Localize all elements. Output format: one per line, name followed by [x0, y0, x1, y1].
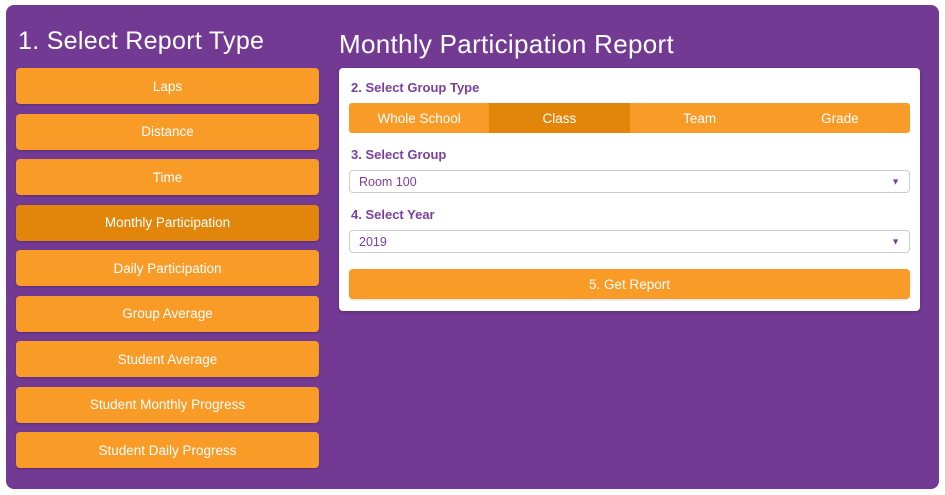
report-type-button-daily-participation[interactable]: Daily Participation: [16, 250, 319, 286]
group-select[interactable]: Room 100 ▼: [349, 170, 910, 193]
year-select[interactable]: 2019 ▼: [349, 230, 910, 253]
page-title: Monthly Participation Report: [339, 29, 674, 59]
tab-class[interactable]: Class: [489, 103, 630, 133]
tab-grade[interactable]: Grade: [769, 103, 910, 133]
year-select-value: 2019: [359, 234, 387, 249]
tab-whole-school[interactable]: Whole School: [349, 103, 490, 133]
report-type-button-group-average[interactable]: Group Average: [16, 295, 319, 332]
purple-panel: 1. Select Report Type Laps Distance Time…: [6, 5, 939, 489]
year-label: 4. Select Year: [351, 207, 435, 222]
report-main-area: Monthly Participation Report 2. Select G…: [333, 5, 921, 311]
group-type-tab-bar: Whole School Class Team Grade: [349, 103, 910, 133]
report-options-card: 2. Select Group Type Whole School Class …: [339, 68, 920, 311]
chevron-down-icon: ▼: [891, 236, 900, 246]
report-type-button-student-monthly-progress[interactable]: Student Monthly Progress: [16, 386, 319, 423]
group-type-label: 2. Select Group Type: [351, 80, 480, 95]
get-report-button[interactable]: 5. Get Report: [349, 269, 910, 299]
group-select-value: Room 100: [359, 174, 417, 189]
report-type-button-monthly-participation[interactable]: Monthly Participation: [16, 204, 319, 241]
chevron-down-icon: ▼: [891, 176, 900, 186]
report-type-sidebar: 1. Select Report Type Laps Distance Time…: [6, 5, 328, 468]
sidebar-title: 1. Select Report Type: [18, 27, 265, 55]
report-type-button-time[interactable]: Time: [16, 159, 319, 195]
tab-team[interactable]: Team: [629, 103, 770, 133]
report-type-button-student-daily-progress[interactable]: Student Daily Progress: [16, 432, 319, 468]
report-type-button-student-average[interactable]: Student Average: [16, 341, 319, 377]
group-label: 3. Select Group: [351, 147, 447, 162]
report-type-button-list: Laps Distance Time Monthly Participation…: [16, 68, 319, 478]
report-type-button-distance[interactable]: Distance: [16, 113, 319, 150]
report-type-button-laps[interactable]: Laps: [16, 68, 319, 104]
